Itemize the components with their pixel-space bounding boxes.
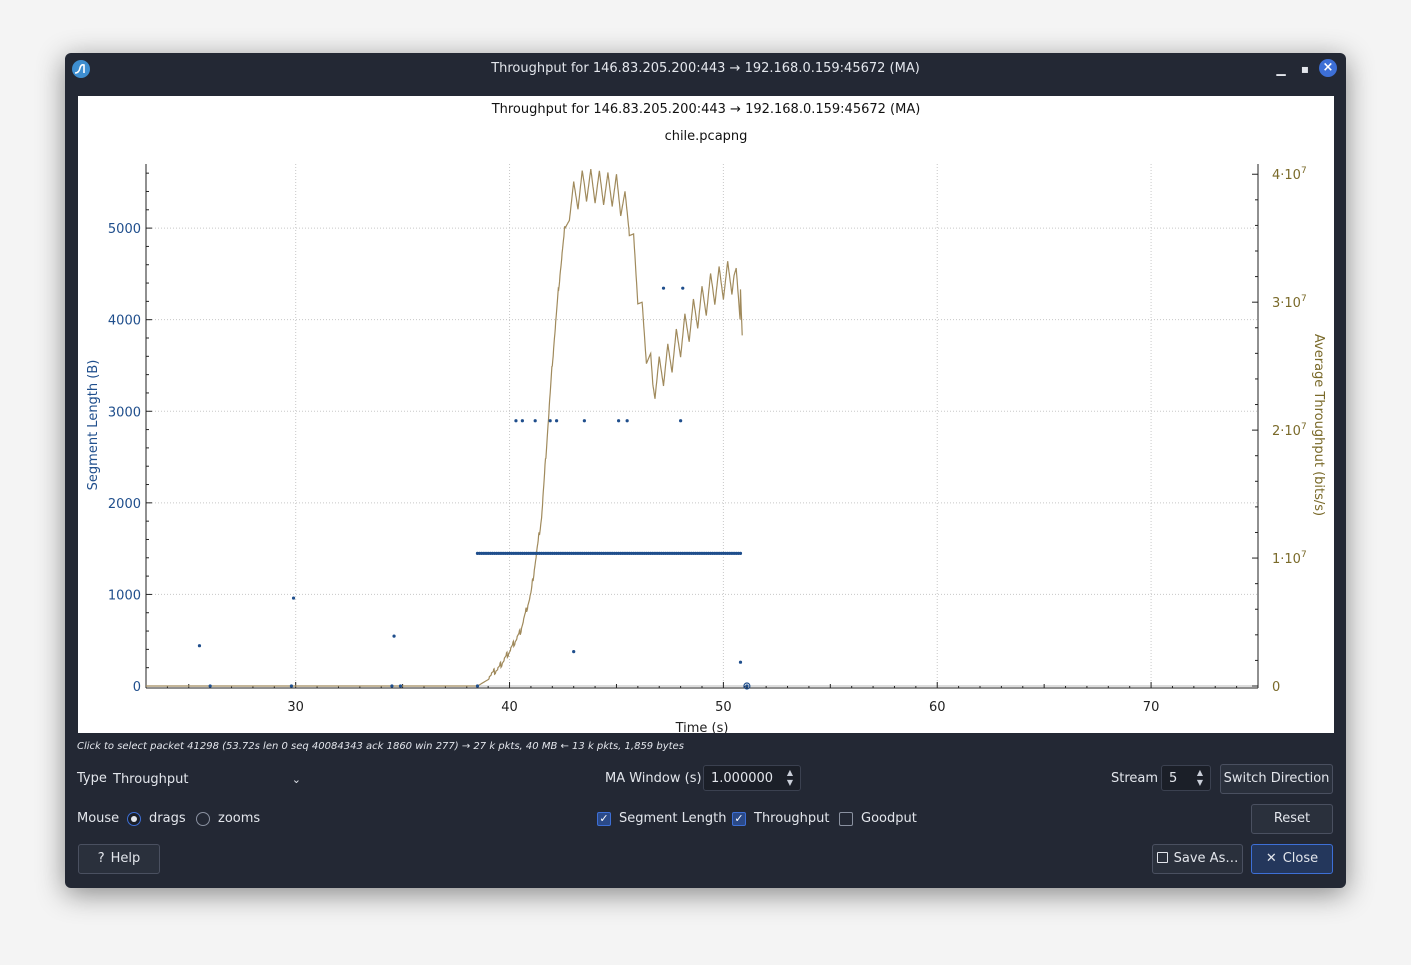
y2-tick-label: 1·107 bbox=[1272, 550, 1307, 567]
reset-button[interactable]: Reset bbox=[1251, 804, 1333, 834]
minimize-icon[interactable]: ▁ bbox=[1276, 62, 1286, 76]
ma-window-value: 1.000000 bbox=[711, 771, 774, 786]
segment-point bbox=[582, 419, 586, 423]
help-button[interactable]: ? Help bbox=[78, 844, 160, 874]
help-button-label: Help bbox=[110, 851, 141, 866]
type-combobox[interactable]: Throughput ⌄ bbox=[107, 769, 301, 791]
segment-point bbox=[398, 684, 403, 688]
segment-point bbox=[392, 634, 396, 638]
goodput-checkbox[interactable] bbox=[839, 812, 853, 826]
mouse-label: Mouse bbox=[77, 811, 120, 826]
x-axis-label: Time (s) bbox=[675, 721, 729, 733]
segment-length-label[interactable]: Segment Length bbox=[619, 811, 727, 826]
y2-tick-label: 4·107 bbox=[1272, 166, 1307, 183]
segment-point bbox=[475, 684, 480, 688]
ma-window-label: MA Window (s) bbox=[605, 771, 702, 786]
y-tick-label: 3000 bbox=[108, 405, 141, 420]
throughput-line bbox=[146, 169, 743, 687]
y-tick-label: 0 bbox=[133, 680, 141, 695]
save-as-button-label: Save As… bbox=[1173, 851, 1239, 866]
segment-point bbox=[745, 684, 749, 688]
x-tick-label: 60 bbox=[929, 700, 946, 715]
segment-point bbox=[390, 684, 394, 688]
segment-point bbox=[533, 419, 537, 423]
close-x-icon: ✕ bbox=[1265, 851, 1277, 866]
spin-arrows-icon[interactable]: ▲ ▼ bbox=[786, 768, 794, 787]
stream-label: Stream bbox=[1111, 771, 1159, 786]
segment-point bbox=[289, 684, 294, 688]
wireshark-app-icon bbox=[72, 60, 90, 78]
chart-title: Throughput for 146.83.205.200:443 → 192.… bbox=[491, 102, 921, 117]
y2-tick-label: 3·107 bbox=[1272, 294, 1307, 311]
throughput-plot[interactable]: Throughput for 146.83.205.200:443 → 192.… bbox=[78, 96, 1334, 733]
segment-point bbox=[661, 286, 666, 290]
segment-point bbox=[548, 419, 552, 423]
segment-point bbox=[617, 419, 621, 423]
segment-point bbox=[520, 419, 524, 423]
segment-point bbox=[514, 419, 518, 423]
segment-length-checkbox[interactable]: ✓ bbox=[597, 812, 611, 826]
segment-point bbox=[738, 660, 743, 664]
segment-point bbox=[681, 286, 685, 290]
y2-tick-label: 0 bbox=[1272, 680, 1280, 695]
selected-packet-marker bbox=[743, 682, 751, 690]
close-icon[interactable]: × bbox=[1319, 59, 1337, 77]
zooms-label[interactable]: zooms bbox=[218, 811, 261, 826]
stream-value: 5 bbox=[1169, 771, 1178, 786]
throughput-graph-window: Throughput for 146.83.205.200:443 → 192.… bbox=[65, 53, 1346, 888]
segment-point bbox=[738, 551, 743, 555]
x-tick-label: 70 bbox=[1143, 700, 1160, 715]
y-tick-label: 2000 bbox=[108, 497, 141, 512]
y-tick-label: 1000 bbox=[108, 588, 141, 603]
window-title: Throughput for 146.83.205.200:443 → 192.… bbox=[491, 61, 920, 76]
y-tick-label: 4000 bbox=[108, 314, 141, 329]
y-tick-label: 5000 bbox=[108, 222, 141, 237]
chart-subtitle: chile.pcapng bbox=[665, 129, 748, 144]
title-bar[interactable]: Throughput for 146.83.205.200:443 → 192.… bbox=[65, 53, 1346, 85]
stream-spinbox[interactable]: 5 ▲ ▼ bbox=[1161, 765, 1211, 791]
drags-label[interactable]: drags bbox=[149, 811, 186, 826]
segment-point bbox=[291, 596, 296, 600]
x-tick-label: 30 bbox=[287, 700, 304, 715]
type-label: Type bbox=[77, 771, 107, 786]
save-as-button[interactable]: Save As… bbox=[1152, 844, 1243, 874]
segment-point bbox=[679, 419, 683, 423]
switch-direction-button[interactable]: Switch Direction bbox=[1220, 764, 1333, 794]
x-tick-label: 40 bbox=[501, 700, 518, 715]
status-hint: Click to select packet 41298 (53.72s len… bbox=[77, 741, 684, 752]
x-tick-label: 50 bbox=[715, 700, 732, 715]
segment-point bbox=[572, 650, 576, 654]
throughput-label[interactable]: Throughput bbox=[754, 811, 830, 826]
close-button[interactable]: ✕ Close bbox=[1251, 844, 1333, 874]
segment-point bbox=[197, 644, 202, 648]
maximize-icon[interactable]: ▪ bbox=[1300, 62, 1310, 76]
close-button-label: Close bbox=[1282, 851, 1319, 866]
y2-axis-label: Average Throughput (bits/s) bbox=[1311, 334, 1326, 516]
zooms-radio[interactable] bbox=[196, 812, 210, 826]
chart-svg[interactable]: Throughput for 146.83.205.200:443 → 192.… bbox=[78, 96, 1334, 733]
throughput-checkbox[interactable]: ✓ bbox=[732, 812, 746, 826]
ma-window-spinbox[interactable]: 1.000000 ▲ ▼ bbox=[703, 765, 801, 791]
segment-point bbox=[208, 684, 212, 688]
type-combobox-value: Throughput bbox=[113, 772, 189, 787]
goodput-label[interactable]: Goodput bbox=[861, 811, 917, 826]
floppy-disk-icon bbox=[1156, 852, 1168, 863]
chevron-down-icon: ⌄ bbox=[291, 773, 301, 786]
question-icon: ? bbox=[97, 851, 105, 866]
y-axis-label: Segment Length (B) bbox=[86, 360, 101, 491]
segment-point bbox=[625, 419, 629, 423]
y2-tick-label: 2·107 bbox=[1272, 422, 1307, 439]
segment-length-points bbox=[197, 286, 749, 688]
spin-arrows-icon[interactable]: ▲ ▼ bbox=[1196, 768, 1204, 787]
drags-radio[interactable] bbox=[127, 812, 141, 826]
segment-point bbox=[554, 419, 559, 423]
